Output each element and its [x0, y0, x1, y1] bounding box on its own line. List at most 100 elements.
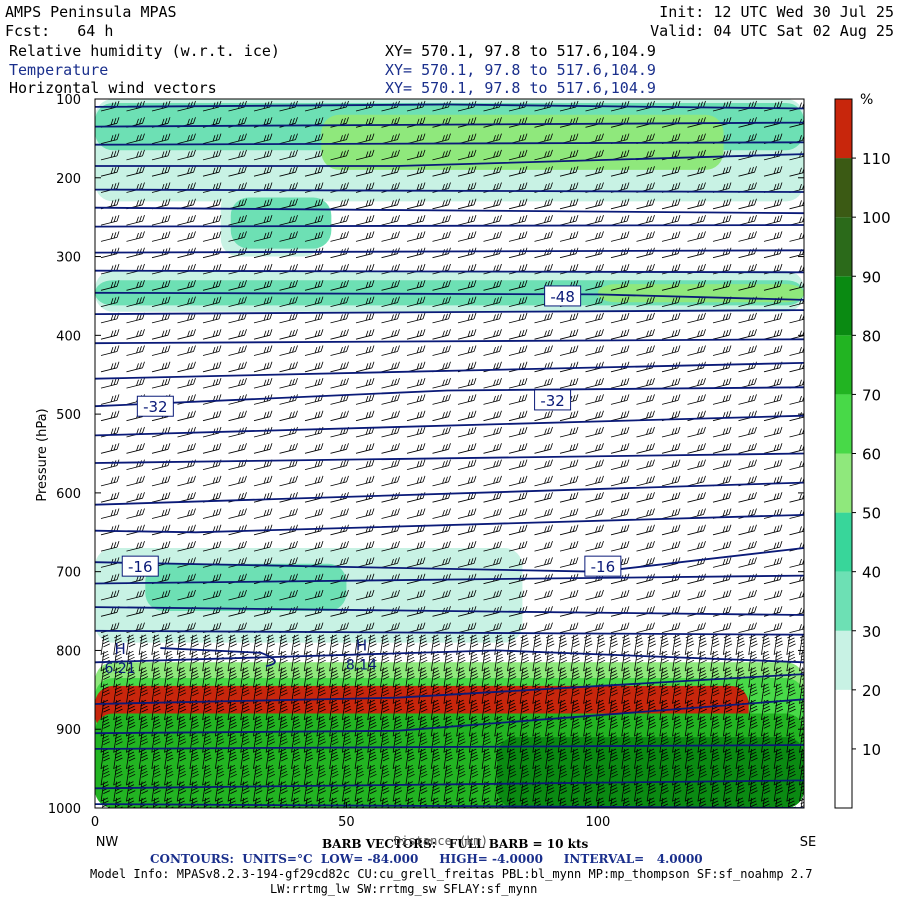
wind-barb — [508, 345, 528, 356]
wind-barb — [763, 622, 783, 633]
wind-barb — [508, 492, 528, 503]
wind-barb — [748, 732, 758, 753]
wind-barb — [508, 459, 528, 470]
isotherm — [95, 574, 804, 585]
wind-barb — [661, 345, 681, 356]
wind-barb — [712, 280, 732, 291]
y-tick-label: 800 — [56, 644, 81, 659]
wind-barb — [748, 634, 758, 655]
wind-barb — [380, 732, 390, 753]
wind-barb — [494, 764, 504, 786]
wind-barb — [278, 764, 288, 786]
wind-barb — [443, 748, 453, 770]
wind-barb — [126, 508, 145, 519]
wind-barb — [661, 540, 681, 552]
wind-barb — [355, 524, 375, 536]
wind-barb — [126, 133, 145, 144]
wind-barb — [202, 667, 212, 688]
wind-barb — [646, 732, 657, 753]
wind-barb — [405, 699, 415, 721]
wind-barb — [443, 699, 453, 721]
wind-barb — [583, 716, 593, 737]
wind-barb — [534, 540, 553, 552]
wind-barb — [405, 634, 415, 655]
wind-barb — [151, 296, 171, 307]
wind-barb — [432, 296, 451, 307]
wind-barb — [100, 589, 120, 601]
wind-barb — [406, 312, 426, 324]
field-xy-rh: XY= 570.1, 97.8 to 517.6,104.9 — [385, 42, 656, 60]
wind-barb — [583, 699, 593, 721]
wind-barb — [355, 329, 375, 340]
wind-barb — [151, 634, 161, 655]
wind-barb — [341, 699, 352, 721]
wind-barb — [432, 345, 451, 356]
wind-barb — [202, 166, 222, 177]
wind-barb — [202, 377, 222, 389]
wind-barb — [278, 699, 288, 721]
field-label-rh: Relative humidity (w.r.t. ice) — [9, 42, 280, 60]
wind-barb — [253, 716, 263, 737]
wind-barb — [646, 634, 657, 655]
wind-barb — [710, 667, 720, 688]
isotherm — [95, 141, 804, 146]
wind-barb — [712, 394, 732, 405]
wind-barb — [585, 394, 604, 405]
wind-barb — [508, 377, 528, 389]
wind-barb — [279, 508, 298, 519]
isotherm — [95, 188, 804, 193]
wind-barb — [151, 166, 171, 177]
wind-barb — [661, 247, 681, 259]
wind-barb — [113, 634, 123, 655]
temperature-contours — [95, 103, 804, 808]
wind-barb — [304, 149, 324, 161]
wind-barb — [316, 634, 326, 655]
wind-barb — [406, 377, 426, 389]
wind-barb — [341, 748, 352, 770]
wind-barb — [661, 231, 681, 242]
contour-labels: -48 -32 -32 -16 -16 H 6.21 H 8.14 — [105, 285, 622, 677]
wind-barb — [763, 459, 783, 470]
colorbar-segment — [835, 512, 852, 572]
wind-barb — [636, 329, 655, 340]
wind-barb — [380, 716, 390, 737]
isotherm — [95, 121, 804, 128]
wind-barb — [483, 345, 502, 356]
wind-barb — [126, 280, 145, 291]
wind-barb — [240, 764, 250, 786]
wind-barb — [610, 377, 630, 389]
y-tick-label: 600 — [56, 487, 81, 502]
wind-barb — [279, 557, 298, 568]
wind-barb — [100, 634, 110, 655]
wind-barb — [126, 634, 136, 655]
wind-barb — [164, 683, 174, 704]
wind-barb — [559, 263, 579, 275]
wind-barb — [126, 589, 145, 601]
isotherm — [95, 698, 804, 735]
wind-barb — [508, 524, 528, 536]
wind-barb — [585, 296, 604, 307]
wind-barb — [621, 634, 631, 655]
wind-barb — [406, 557, 426, 568]
wind-barb — [761, 716, 771, 737]
wind-barb — [341, 732, 352, 753]
wind-barb — [494, 699, 504, 721]
wind-barb — [279, 377, 298, 389]
wind-barb — [608, 634, 618, 655]
wind-barb — [418, 716, 428, 737]
wind-barb — [406, 361, 426, 373]
wind-barb — [100, 166, 120, 177]
wind-barb — [265, 634, 276, 655]
wind-barb — [405, 764, 415, 786]
wind-barb — [559, 426, 579, 438]
wind-barb — [773, 764, 784, 786]
wind-barb — [418, 683, 428, 704]
wind-barb — [468, 748, 479, 770]
wind-barb — [508, 540, 528, 552]
wind-barb — [712, 524, 732, 536]
wind-barb — [636, 443, 655, 454]
wind-barb — [789, 493, 804, 503]
wind-barb — [177, 312, 196, 324]
wind-barb — [712, 589, 732, 601]
wind-barb — [672, 732, 682, 753]
